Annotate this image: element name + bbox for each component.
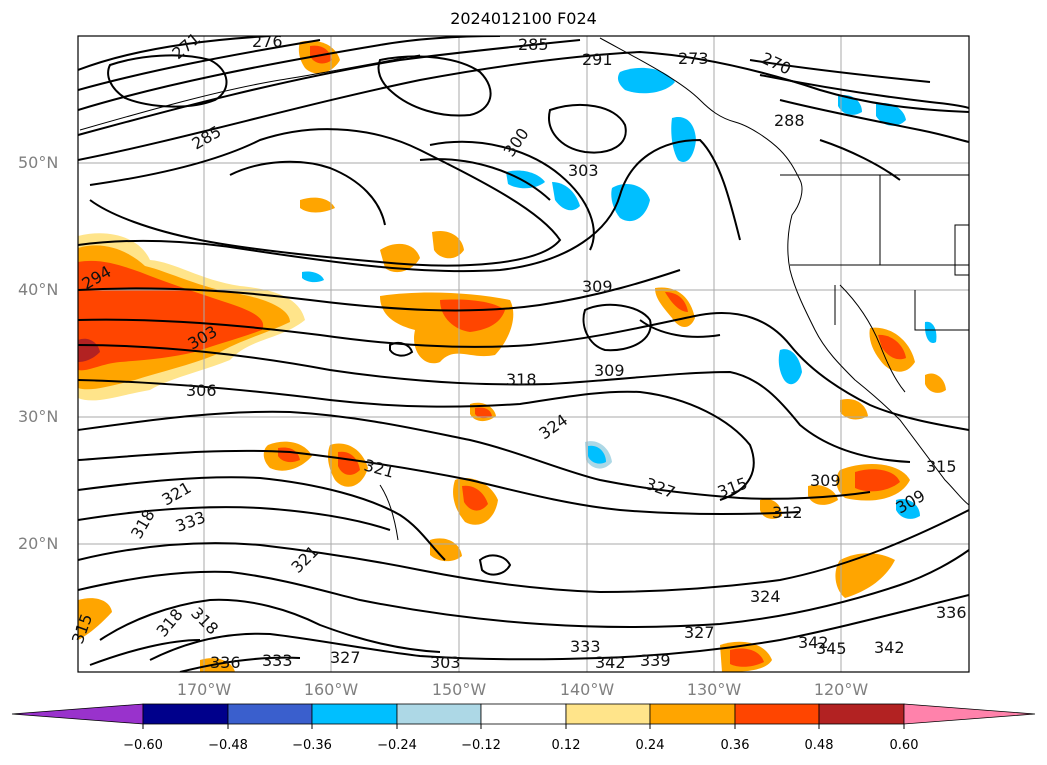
contour-label: 285 — [518, 35, 549, 54]
contour-label: 315 — [926, 457, 957, 476]
contour-label: 324 — [750, 587, 781, 606]
colorbar-tick-label: −0.48 — [208, 738, 248, 753]
lon-label: 140°W — [559, 680, 615, 699]
lat-label: 20°N — [18, 534, 59, 553]
contour-label: 342 — [798, 633, 829, 652]
colorbar-tick-label: −0.12 — [461, 738, 501, 753]
contour-label: 339 — [640, 651, 671, 670]
colorbar-segment — [649, 703, 736, 725]
lon-label: 170°W — [176, 680, 232, 699]
lat-label: 50°N — [18, 153, 59, 172]
contour-label: 309 — [810, 471, 841, 490]
colorbar-segment — [818, 703, 905, 725]
lat-label: 40°N — [18, 280, 59, 299]
graticule — [78, 36, 969, 672]
contour-label: 336 — [210, 653, 241, 672]
colorbar-tick-label: 0.36 — [720, 738, 750, 753]
colorbar-segment — [227, 703, 313, 725]
contour-label: 327 — [684, 623, 715, 642]
colorbar-segment — [142, 703, 229, 725]
contour-label: 303 — [568, 161, 599, 180]
contour-label: 336 — [936, 603, 967, 622]
colorbar-extend-low — [11, 703, 144, 725]
contour-label: 327 — [330, 648, 361, 667]
contour-label: 318 — [506, 370, 537, 389]
colorbar-tick-label: 0.48 — [804, 738, 834, 753]
colorbar — [11, 703, 1036, 729]
colorbar-segment — [311, 703, 398, 725]
contour-label: 333 — [262, 651, 293, 670]
lat-label: 30°N — [18, 407, 59, 426]
contour-label: 291 — [582, 50, 613, 69]
map-title: 2024012100 F024 — [450, 9, 597, 28]
colorbar-segment — [480, 703, 567, 725]
contour-label: 333 — [570, 637, 601, 656]
contour-label: 276 — [252, 32, 283, 51]
contour-label: 309 — [582, 277, 613, 296]
contour-label: 309 — [594, 361, 625, 380]
coastlines — [79, 37, 969, 541]
colorbar-tick-label: 0.60 — [889, 738, 919, 753]
contour-label: 273 — [678, 49, 709, 68]
colorbar-segment — [396, 703, 482, 725]
colorbar-extend-high — [903, 703, 1036, 725]
colorbar-tick-label: 0.12 — [551, 738, 581, 753]
contour-label: 303 — [430, 653, 461, 672]
lon-label: 160°W — [303, 680, 359, 699]
colorbar-tick-label: −0.36 — [292, 738, 332, 753]
colorbar-tick-label: −0.60 — [123, 738, 163, 753]
height-contours — [78, 36, 969, 672]
colorbar-segment — [565, 703, 651, 725]
contour-label: 306 — [186, 381, 217, 400]
map-frame — [77, 35, 970, 673]
contour-label: 345 — [816, 639, 847, 658]
lon-label: 120°W — [813, 680, 869, 699]
contour-label: 312 — [772, 503, 803, 522]
contour-label: 288 — [774, 111, 805, 130]
colorbar-tick-label: −0.24 — [377, 738, 417, 753]
colorbar-tick-label: 0.24 — [635, 738, 665, 753]
lon-label: 150°W — [431, 680, 487, 699]
lon-label: 130°W — [686, 680, 742, 699]
contour-label: 342 — [874, 638, 905, 657]
colorbar-segment — [734, 703, 820, 725]
contour-label: 342 — [595, 653, 626, 672]
